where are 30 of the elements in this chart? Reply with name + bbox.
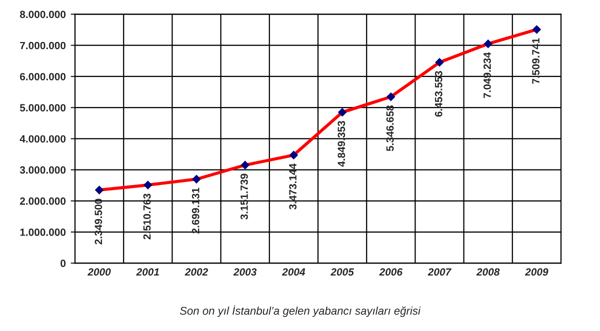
y-tick-label: 6.000.000 <box>20 72 66 80</box>
data-label: 3.473.144 <box>289 163 297 210</box>
x-tick-label: 2003 <box>233 268 257 276</box>
x-tick-label: 2006 <box>379 268 403 276</box>
data-label: 6.453.553 <box>434 71 442 117</box>
data-label: 2.349.500 <box>94 198 102 244</box>
y-tick-label: 1.000.000 <box>20 228 66 236</box>
x-tick-label: 2008 <box>476 268 500 276</box>
x-tick-label: 2005 <box>330 268 354 276</box>
y-tick-label: 8.000.000 <box>20 10 66 18</box>
y-tick-label: 5.000.000 <box>20 104 66 112</box>
x-tick-label: 2009 <box>524 268 548 276</box>
data-label: 7.509.741 <box>532 38 540 84</box>
x-tick-label: 2001 <box>136 268 159 276</box>
y-tick-label: 4.000.000 <box>20 135 66 143</box>
x-tick-label: 2000 <box>88 268 111 276</box>
y-tick-label: 0 <box>60 260 66 268</box>
x-tick-label: 2002 <box>184 268 208 276</box>
y-tick-label: 2.000.000 <box>20 197 66 205</box>
data-label: 2.510.763 <box>143 194 151 240</box>
x-tick-label: 2007 <box>428 268 452 276</box>
data-label: 3.151.739 <box>240 174 248 220</box>
data-label: 5.346.658 <box>386 105 394 152</box>
text: Son on yıl İstanbul’a gelen yabancı sayıları eğrisi <box>180 305 421 317</box>
x-tick-label: 2004 <box>282 268 306 276</box>
data-label: 2.699.131 <box>192 188 200 234</box>
data-label: 4.849.353 <box>338 120 346 167</box>
y-tick-label: 7.000.000 <box>20 42 66 50</box>
data-label: 7.049.234 <box>484 52 491 98</box>
y-tick-label: 3.000.000 <box>20 166 66 174</box>
